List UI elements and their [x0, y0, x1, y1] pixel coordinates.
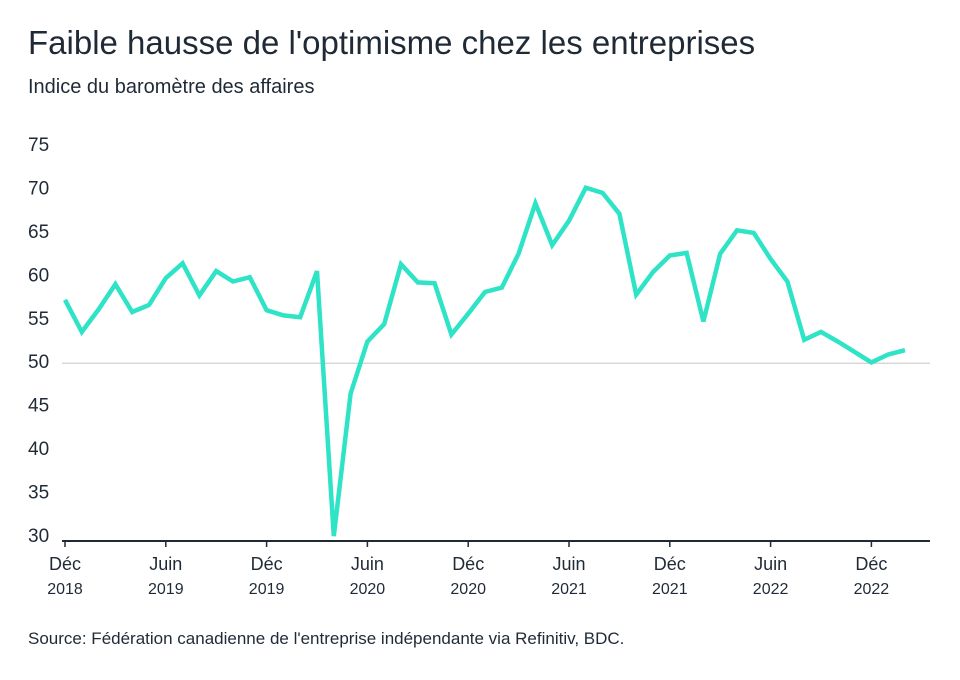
y-tick-label: 60: [28, 265, 49, 286]
y-tick-label: 65: [28, 222, 49, 243]
x-tick-label: Juin 2022: [753, 554, 789, 598]
y-tick-label: 45: [28, 396, 49, 417]
chart-title: Faible hausse de l'optimisme chez les en…: [28, 24, 755, 61]
y-tick-label: 35: [28, 483, 49, 504]
x-tick-label: Juin 2021: [551, 554, 587, 598]
source-note: Source: Fédération canadienne de l'entre…: [28, 629, 624, 648]
x-tick-label: Juin 2019: [148, 554, 184, 598]
y-tick-label: 30: [28, 526, 49, 547]
y-tick-label: 55: [28, 309, 49, 330]
y-tick-label: 50: [28, 352, 49, 373]
x-tick-label: Juin 2020: [350, 554, 386, 598]
x-tick-label: Déc 2022: [854, 554, 890, 598]
chart-subtitle: Indice du baromètre des affaires: [28, 76, 314, 98]
y-tick-label: 70: [28, 178, 49, 199]
y-tick-label: 75: [28, 135, 49, 156]
x-tick-label: Déc 2018: [47, 554, 83, 598]
y-tick-label: 40: [28, 439, 49, 460]
x-tick-label: Déc 2021: [652, 554, 688, 598]
x-tick-label: Déc 2019: [249, 554, 285, 598]
data-line: [63, 184, 906, 537]
x-tick-label: Déc 2020: [450, 554, 486, 598]
